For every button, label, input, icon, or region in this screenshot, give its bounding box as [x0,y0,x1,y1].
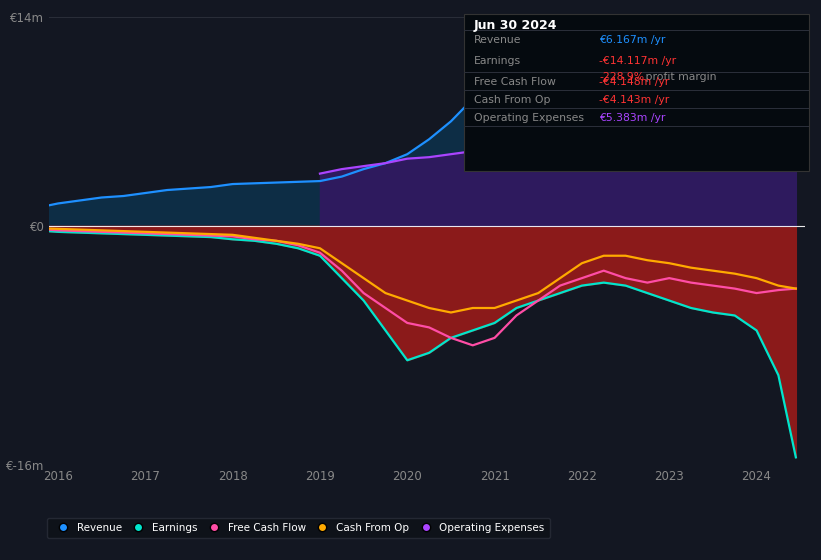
Text: €5.383m /yr: €5.383m /yr [599,113,666,123]
Text: Cash From Op: Cash From Op [474,95,550,105]
Text: -228.9%: -228.9% [599,72,644,82]
Text: -€14.117m /yr: -€14.117m /yr [599,56,677,66]
Text: €6.167m /yr: €6.167m /yr [599,35,666,45]
Text: -€4.143m /yr: -€4.143m /yr [599,95,670,105]
Text: Jun 30 2024: Jun 30 2024 [474,18,557,32]
Text: Free Cash Flow: Free Cash Flow [474,77,556,87]
Text: -€4.148m /yr: -€4.148m /yr [599,77,670,87]
Text: Revenue: Revenue [474,35,521,45]
Text: Earnings: Earnings [474,56,521,66]
Legend: Revenue, Earnings, Free Cash Flow, Cash From Op, Operating Expenses: Revenue, Earnings, Free Cash Flow, Cash … [48,517,549,538]
Text: Operating Expenses: Operating Expenses [474,113,584,123]
Text: profit margin: profit margin [642,72,717,82]
